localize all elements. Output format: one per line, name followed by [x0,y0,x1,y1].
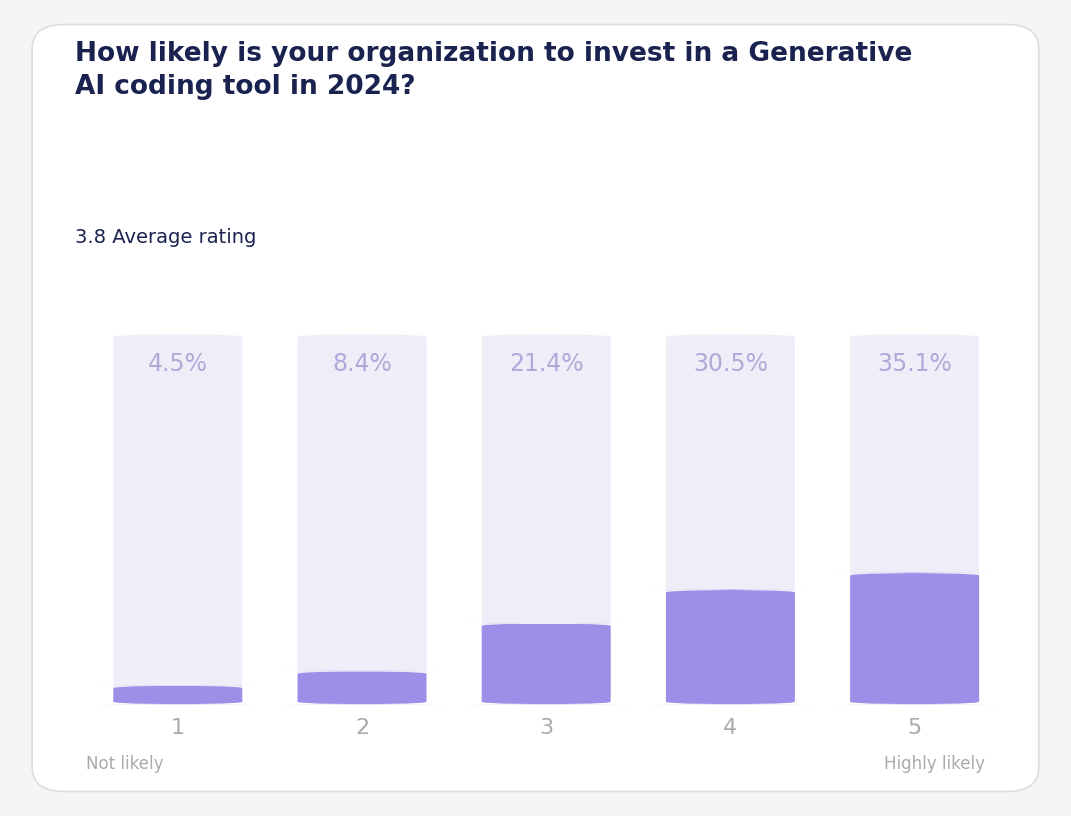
FancyBboxPatch shape [648,589,813,705]
Text: 4.5%: 4.5% [148,353,208,376]
Text: 30.5%: 30.5% [693,353,768,376]
FancyBboxPatch shape [280,334,444,705]
FancyBboxPatch shape [832,334,997,705]
Text: 35.1%: 35.1% [877,353,952,376]
FancyBboxPatch shape [280,671,444,705]
FancyBboxPatch shape [648,334,813,705]
FancyBboxPatch shape [464,623,629,705]
Text: Highly likely: Highly likely [885,755,985,773]
Text: How likely is your organization to invest in a Generative
AI coding tool in 2024: How likely is your organization to inves… [75,41,912,100]
Text: 3.8 Average rating: 3.8 Average rating [75,228,256,247]
FancyBboxPatch shape [95,334,260,705]
FancyBboxPatch shape [832,573,997,705]
Text: 8.4%: 8.4% [332,353,392,376]
Text: 21.4%: 21.4% [509,353,584,376]
Text: Not likely: Not likely [86,755,163,773]
FancyBboxPatch shape [464,334,629,705]
FancyBboxPatch shape [95,685,260,705]
